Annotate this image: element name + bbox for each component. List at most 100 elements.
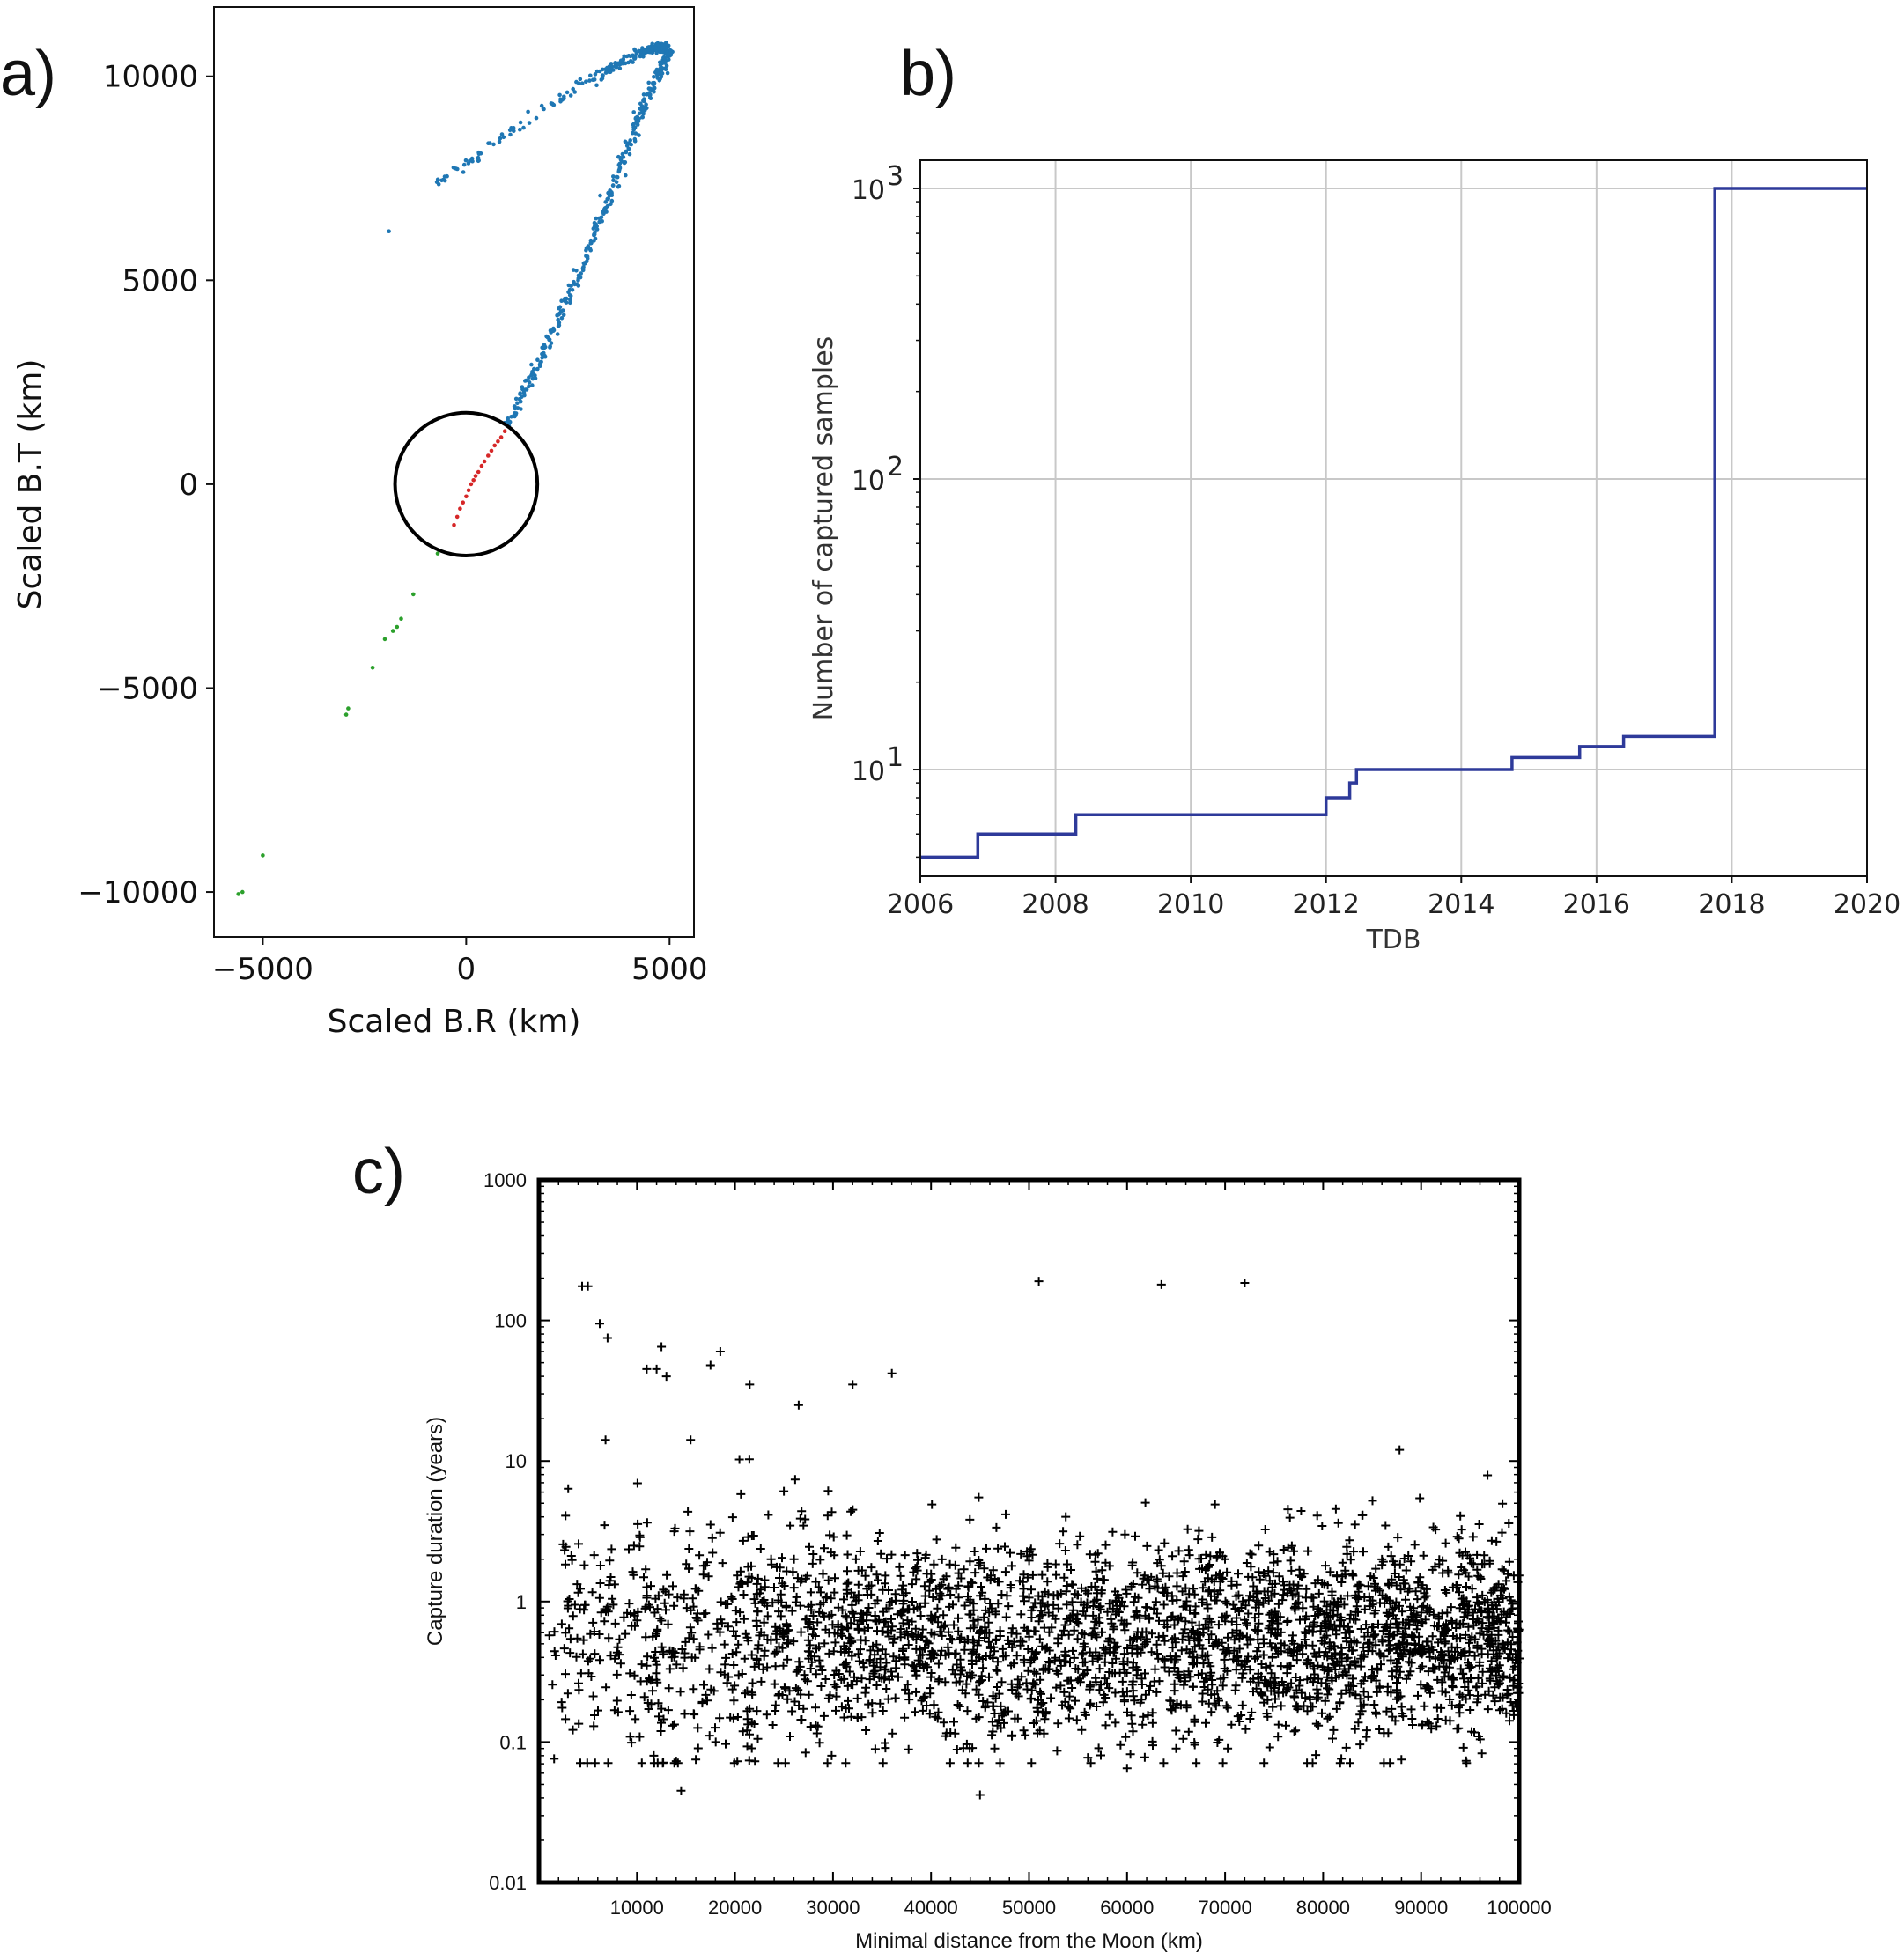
- data-point: [1100, 1657, 1110, 1667]
- data-point: [1306, 1673, 1316, 1683]
- data-point: [1089, 1610, 1098, 1620]
- y-tick-label: 1000: [483, 1169, 527, 1191]
- data-point: [1097, 1627, 1106, 1637]
- data-point: [1447, 1700, 1457, 1710]
- data-point: [1411, 1616, 1421, 1625]
- data-point: [1328, 1610, 1338, 1620]
- data-point: [1121, 1585, 1131, 1595]
- data-point: [579, 1560, 589, 1570]
- data-point: [970, 1547, 979, 1556]
- data-point: [1497, 1673, 1507, 1683]
- data-point: [943, 1584, 953, 1594]
- data-point: [1247, 1550, 1257, 1559]
- data-point: [881, 1571, 890, 1581]
- data-point: [1419, 1601, 1428, 1610]
- data-point: [1241, 1601, 1251, 1610]
- data-point: [642, 1661, 652, 1670]
- data-point: [811, 1577, 821, 1587]
- data-point: [753, 1644, 763, 1654]
- data-point: [1160, 1636, 1170, 1646]
- data-point: [825, 1530, 835, 1540]
- data-point: [1034, 1591, 1044, 1601]
- data-point: [640, 114, 645, 120]
- data-point: [1221, 1648, 1230, 1658]
- data-point: [1497, 1610, 1506, 1619]
- data-point: [1178, 1629, 1188, 1639]
- data-point: [1505, 1673, 1515, 1683]
- data-point: [1443, 1647, 1453, 1656]
- data-point: [974, 1758, 984, 1768]
- data-point: [561, 1559, 570, 1569]
- data-point: [582, 261, 587, 265]
- data-point: [1210, 1500, 1220, 1509]
- data-point: [791, 1597, 801, 1607]
- data-point: [715, 1528, 725, 1537]
- data-point: [888, 1728, 897, 1738]
- data-point: [1422, 1717, 1432, 1727]
- data-point: [595, 1579, 605, 1588]
- data-point: [685, 1623, 695, 1632]
- data-point: [1064, 1702, 1074, 1712]
- data-point: [959, 1565, 969, 1574]
- data-point: [562, 96, 566, 101]
- data-point: [1359, 1643, 1369, 1653]
- data-point: [1386, 1655, 1396, 1665]
- data-point: [1263, 1712, 1273, 1721]
- data-point: [1465, 1601, 1474, 1610]
- data-point: [707, 1643, 717, 1653]
- data-point: [802, 1677, 812, 1686]
- data-point: [744, 1455, 754, 1464]
- data-point: [734, 1640, 743, 1649]
- data-point: [1154, 1545, 1163, 1555]
- data-point: [1327, 1590, 1337, 1600]
- data-point: [1264, 1566, 1273, 1576]
- data-point: [1282, 1588, 1292, 1598]
- data-point: [1457, 1594, 1466, 1603]
- data-point: [1170, 1638, 1180, 1647]
- data-point: [831, 1691, 841, 1701]
- data-point: [570, 288, 575, 292]
- data-point: [513, 396, 519, 402]
- data-point: [1369, 1671, 1378, 1680]
- data-point: [1336, 1594, 1346, 1603]
- data-point: [883, 1694, 893, 1704]
- data-point: [628, 138, 632, 143]
- data-point: [637, 116, 641, 122]
- data-point: [741, 1629, 750, 1639]
- data-point: [735, 1608, 745, 1618]
- data-point: [1509, 1681, 1518, 1691]
- data-point: [887, 1614, 896, 1624]
- data-point: [859, 1662, 868, 1672]
- data-point: [1155, 1616, 1163, 1625]
- data-point: [969, 1638, 978, 1647]
- data-point: [646, 48, 651, 53]
- data-point: [346, 706, 351, 711]
- data-point: [919, 1691, 929, 1701]
- data-point: [1140, 1669, 1149, 1678]
- data-point: [900, 1713, 910, 1722]
- data-point: [920, 1643, 929, 1653]
- data-point: [1265, 1576, 1274, 1586]
- data-point: [1364, 1592, 1374, 1602]
- data-point: [581, 265, 586, 269]
- data-point: [986, 1571, 995, 1581]
- data-point: [962, 1739, 971, 1749]
- data-point: [1487, 1656, 1496, 1666]
- data-point: [1490, 1697, 1500, 1706]
- data-point: [1332, 1571, 1341, 1581]
- data-point: [1375, 1725, 1384, 1734]
- data-point: [756, 1677, 766, 1686]
- data-point: [716, 1597, 726, 1607]
- data-point: [646, 91, 652, 95]
- data-point: [763, 1601, 772, 1610]
- data-point: [1461, 1547, 1470, 1557]
- data-point: [721, 1739, 730, 1749]
- data-point: [980, 1633, 989, 1642]
- data-point: [1019, 1726, 1029, 1736]
- data-point: [511, 126, 516, 130]
- data-point: [1156, 1279, 1166, 1289]
- data-point: [773, 1691, 783, 1700]
- data-point: [648, 1686, 657, 1696]
- data-point: [540, 351, 544, 357]
- data-point: [611, 174, 616, 179]
